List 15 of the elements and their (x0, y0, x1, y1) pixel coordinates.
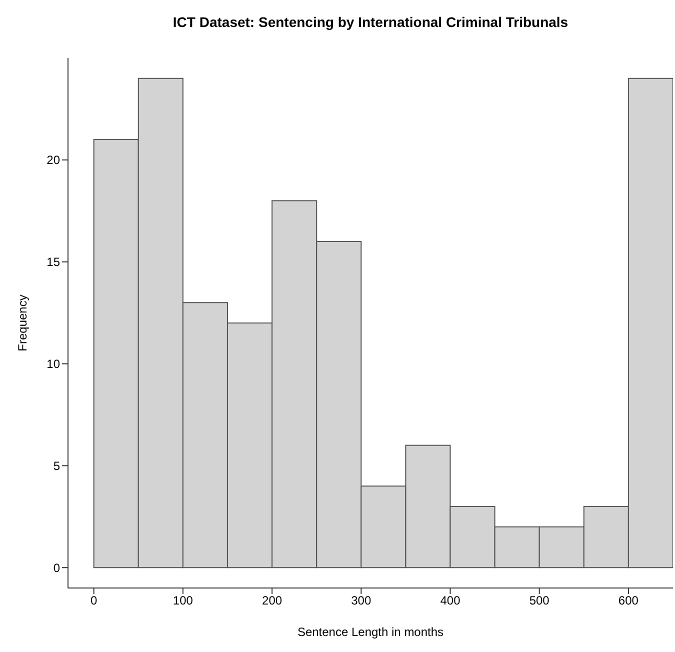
y-tick-label: 5 (53, 458, 60, 473)
y-tick-label: 15 (46, 255, 60, 270)
chart-title: ICT Dataset: Sentencing by International Criminal Tribunals (172, 13, 570, 32)
y-axis-title: Frequency (15, 294, 30, 352)
x-tick-label: 300 (351, 594, 372, 608)
x-tick-label: 100 (172, 594, 194, 608)
y-tick-label: 10 (46, 357, 60, 372)
x-axis-title: Sentence Length in months (297, 625, 444, 639)
x-tick-label: 400 (440, 594, 461, 608)
y-tick-label: 20 (46, 153, 60, 168)
x-tick-label: 600 (618, 594, 639, 608)
x-tick-label: 200 (262, 594, 282, 608)
x-tick-label: 500 (529, 594, 550, 608)
x-tick-label: 0 (90, 594, 98, 608)
y-tick-label: 0 (53, 560, 60, 575)
